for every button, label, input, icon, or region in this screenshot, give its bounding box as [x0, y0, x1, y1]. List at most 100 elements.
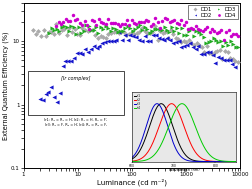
Point	[31, 29, 35, 32]
Point	[207, 40, 211, 43]
Point	[106, 32, 110, 35]
Point	[210, 52, 214, 55]
Point	[90, 19, 94, 22]
Point	[94, 26, 98, 29]
Point	[97, 17, 101, 20]
Point	[168, 38, 172, 41]
Point	[87, 25, 91, 28]
Point	[96, 36, 100, 39]
Point	[131, 29, 135, 33]
Point	[87, 28, 91, 31]
Point	[210, 28, 214, 31]
Point	[199, 52, 203, 55]
Point	[196, 28, 200, 31]
Point	[154, 34, 158, 37]
Point	[236, 45, 240, 48]
Point	[168, 20, 172, 23]
Point	[57, 32, 61, 35]
Point	[227, 29, 231, 32]
Point	[52, 28, 56, 31]
Point	[231, 32, 235, 35]
Point	[124, 33, 129, 36]
Point	[211, 36, 215, 40]
Point	[194, 47, 198, 50]
Point	[99, 35, 103, 38]
Point	[161, 31, 165, 34]
Point	[60, 64, 65, 67]
Point	[163, 26, 167, 29]
Point	[109, 22, 113, 25]
Point	[215, 32, 219, 35]
Point	[177, 40, 181, 43]
Point	[99, 21, 103, 24]
Legend: DD1, DD2, DD3, DD4: DD1, DD2, DD3, DD4	[188, 5, 238, 19]
Point	[233, 59, 237, 62]
Point	[86, 50, 90, 53]
Point	[231, 43, 235, 46]
Point	[65, 34, 69, 37]
Point	[47, 30, 51, 33]
Point	[71, 14, 75, 17]
Point	[158, 29, 162, 33]
Point	[54, 24, 58, 27]
Point	[229, 34, 233, 37]
Point	[139, 20, 143, 23]
Point	[92, 45, 96, 48]
Point	[158, 26, 162, 29]
Point	[126, 25, 130, 28]
Point	[66, 19, 70, 22]
Point	[231, 57, 235, 60]
Point	[117, 30, 121, 33]
Point	[79, 32, 83, 35]
Point	[187, 30, 191, 33]
Point	[163, 16, 167, 19]
Point	[163, 30, 167, 33]
Point	[163, 38, 167, 41]
Point	[184, 21, 188, 24]
Point	[192, 35, 196, 38]
Point	[39, 35, 43, 38]
Point	[128, 27, 132, 30]
Point	[228, 58, 232, 61]
Point	[84, 24, 88, 27]
Point	[42, 28, 46, 31]
Point	[208, 30, 212, 33]
Point	[202, 36, 206, 39]
Point	[128, 24, 132, 27]
Point	[233, 66, 237, 69]
Point	[170, 20, 174, 23]
Point	[75, 18, 79, 21]
Point	[131, 34, 135, 37]
Point	[167, 30, 171, 33]
Point	[175, 21, 179, 24]
Point	[59, 23, 63, 26]
Point	[68, 26, 72, 29]
Point	[116, 30, 120, 33]
Point	[229, 39, 233, 42]
Point	[78, 33, 82, 36]
Point	[140, 27, 144, 30]
Point	[213, 50, 217, 53]
Point	[44, 93, 48, 96]
Point	[114, 39, 118, 42]
Point	[143, 26, 147, 29]
Point	[194, 24, 198, 27]
Point	[80, 27, 84, 30]
Point	[132, 32, 136, 35]
Point	[138, 24, 142, 27]
Point	[52, 96, 56, 99]
Point	[119, 31, 123, 34]
Point	[172, 29, 176, 32]
Point	[60, 29, 64, 32]
Point	[228, 57, 232, 60]
Point	[220, 58, 225, 61]
Point	[94, 23, 98, 26]
Point	[222, 39, 226, 42]
Point	[236, 60, 240, 63]
Point	[155, 39, 160, 42]
Point	[137, 21, 141, 24]
Point	[170, 26, 174, 29]
Point	[208, 51, 212, 54]
Point	[176, 37, 180, 40]
Point	[174, 37, 178, 40]
